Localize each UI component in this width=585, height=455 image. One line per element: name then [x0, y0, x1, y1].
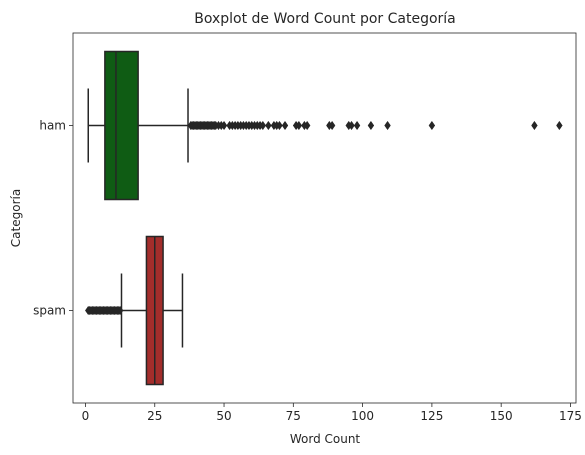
outlier-point-ham: [276, 120, 283, 131]
outlier-point-ham: [303, 120, 311, 131]
y-axis-label: Categoría: [9, 189, 23, 247]
outlier-point-ham: [348, 120, 355, 131]
x-tick-label-0: 0: [82, 409, 90, 423]
plot-area-frame: [72, 32, 577, 404]
outlier-point-ham: [328, 120, 336, 131]
outlier-point-ham: [531, 120, 538, 131]
outlier-point-ham: [556, 120, 563, 131]
x-axis: 0 25 50 75 100 125 150 175: [82, 403, 582, 423]
x-tick-label-25: 25: [147, 409, 162, 423]
x-tick-label-75: 75: [286, 409, 301, 423]
outlier-point-ham: [295, 120, 303, 131]
outlier-point-ham: [259, 120, 267, 131]
x-tick-label-175: 175: [559, 409, 582, 423]
outlier-point-ham: [265, 120, 272, 131]
y-axis: ham spam: [33, 119, 73, 318]
x-tick-label-50: 50: [216, 409, 231, 423]
outlier-point-ham: [353, 120, 361, 131]
box-group-spam: [84, 235, 184, 386]
box-group-ham: [87, 50, 563, 201]
outlier-point-ham: [281, 120, 289, 131]
outlier-point-ham: [428, 120, 436, 131]
x-axis-label: Word Count: [290, 432, 361, 446]
outlier-point-ham: [220, 120, 228, 131]
chart-title: Boxplot de Word Count por Categoría: [194, 11, 456, 27]
chart-marks: [84, 50, 563, 386]
x-tick-label-100: 100: [351, 409, 374, 423]
outlier-point-ham: [384, 120, 391, 131]
x-tick-label-125: 125: [420, 409, 443, 423]
x-tick-label-150: 150: [490, 409, 513, 423]
y-tick-label-ham: ham: [39, 119, 66, 133]
y-tick-label-spam: spam: [33, 304, 66, 318]
outlier-point-spam: [116, 305, 124, 316]
box-ham: [104, 50, 139, 201]
outlier-point-ham: [367, 120, 375, 131]
